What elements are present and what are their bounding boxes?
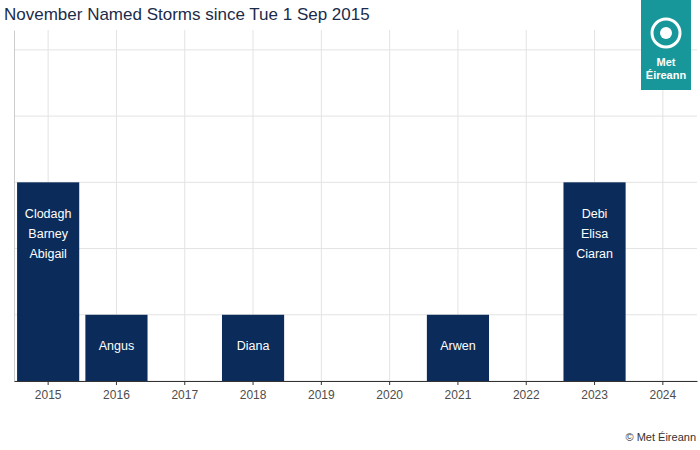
bar <box>427 315 489 381</box>
bar <box>632 381 694 382</box>
tick-label: 2022 <box>513 388 540 402</box>
x-tick: 2023 <box>581 381 608 402</box>
tick-label: 2024 <box>649 388 676 402</box>
grid-line <box>526 30 527 381</box>
logo-swirl <box>660 27 672 39</box>
tick-mark <box>321 381 322 385</box>
tick-mark <box>389 381 390 385</box>
logo-text: Met <box>657 56 676 68</box>
grid-line <box>184 30 185 381</box>
x-tick: 2019 <box>308 381 335 402</box>
bar <box>495 381 557 382</box>
tick-mark <box>526 381 527 385</box>
axis-line <box>14 31 15 382</box>
tick-label: 2021 <box>445 388 472 402</box>
bar <box>563 182 625 381</box>
bar <box>85 315 147 381</box>
x-tick: 2018 <box>240 381 267 402</box>
tick-label: 2019 <box>308 388 335 402</box>
x-tick: 2022 <box>513 381 540 402</box>
bar <box>290 381 352 382</box>
x-tick: 2021 <box>445 381 472 402</box>
bar-label: Elisa <box>581 227 608 241</box>
bars <box>17 182 626 381</box>
source: © Met Éireann <box>626 431 696 443</box>
x-axis: 2015 2016 2017 2018 2019 2020 2021 2022 2023 2024 <box>15 381 698 402</box>
grid <box>14 30 697 381</box>
bar-label: Ciaran <box>576 247 613 261</box>
tick-label: 2015 <box>35 388 62 402</box>
bar <box>17 182 79 381</box>
bar <box>222 315 284 381</box>
logo: MetÉireann <box>641 0 691 90</box>
title: November Named Storms since Tue 1 Sep 20… <box>4 5 370 24</box>
tick-label: 2023 <box>581 388 608 402</box>
bar-label: Debi <box>582 207 608 221</box>
tick-mark <box>594 381 595 385</box>
logo-text: Éireann <box>646 69 687 81</box>
logo-box <box>641 0 691 90</box>
chart: Clodagh Barney Abigail Angus Diana Arwen Debi E… <box>0 0 700 450</box>
bar-label: Angus <box>99 339 134 353</box>
tick-label: 2018 <box>240 388 267 402</box>
bar-labels: Clodagh Barney Abigail Angus Diana Arwen Debi E… <box>25 207 613 353</box>
bar <box>359 381 421 382</box>
logo-swirl <box>652 19 680 47</box>
tick-mark <box>457 381 458 385</box>
bar-label: Barney <box>28 227 68 241</box>
bar-label: Arwen <box>440 339 475 353</box>
y-axis <box>14 31 16 382</box>
plot-background <box>14 30 697 381</box>
tick-mark <box>48 381 49 385</box>
x-tick: 2024 <box>649 381 676 402</box>
tick-mark <box>116 381 117 385</box>
x-tick: 2016 <box>103 381 130 402</box>
x-tick: 2015 <box>35 381 62 402</box>
x-tick: 2020 <box>376 381 403 402</box>
bar-label: Diana <box>237 339 270 353</box>
grid-line <box>389 30 390 381</box>
tick-label: 2020 <box>376 388 403 402</box>
tick-mark <box>662 381 663 385</box>
tick-mark <box>253 381 254 385</box>
x-tick: 2017 <box>171 381 198 402</box>
tick-mark <box>184 381 185 385</box>
bar-label: Clodagh <box>25 207 72 221</box>
tick-label: 2017 <box>171 388 198 402</box>
grid-line <box>321 30 322 381</box>
bar <box>154 381 216 382</box>
bar-label: Abigail <box>29 247 67 261</box>
tick-label: 2016 <box>103 388 130 402</box>
